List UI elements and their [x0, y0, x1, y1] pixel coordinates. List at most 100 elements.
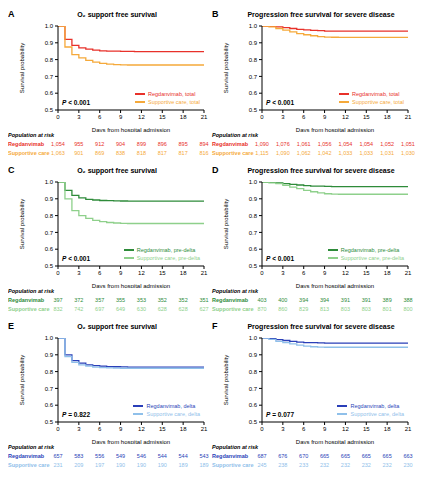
svg-text:0.6: 0.6	[249, 90, 258, 96]
svg-text:1.0: 1.0	[249, 23, 258, 29]
svg-text:9: 9	[119, 114, 123, 120]
svg-text:18: 18	[384, 426, 391, 432]
svg-text:9: 9	[323, 426, 327, 432]
svg-text:12: 12	[342, 114, 349, 120]
svg-text:0.6: 0.6	[45, 90, 54, 96]
svg-text:0.9: 0.9	[45, 352, 54, 358]
svg-text:6: 6	[302, 426, 306, 432]
svg-text:0: 0	[56, 426, 60, 432]
svg-text:0.6: 0.6	[249, 402, 258, 408]
svg-text:15: 15	[159, 114, 166, 120]
svg-text:0.7: 0.7	[249, 74, 258, 80]
svg-text:0.7: 0.7	[249, 386, 258, 392]
svg-text:0.9: 0.9	[45, 40, 54, 46]
svg-text:15: 15	[363, 114, 370, 120]
svg-text:0.7: 0.7	[45, 74, 54, 80]
svg-text:0.9: 0.9	[249, 40, 258, 46]
svg-text:Survival probability: Survival probability	[19, 43, 25, 93]
svg-text:18: 18	[180, 270, 187, 276]
svg-text:0.8: 0.8	[45, 57, 54, 63]
svg-text:0.9: 0.9	[45, 196, 54, 202]
svg-text:1.0: 1.0	[45, 23, 54, 29]
svg-text:6: 6	[98, 114, 102, 120]
svg-text:0: 0	[260, 114, 264, 120]
svg-text:12: 12	[138, 426, 145, 432]
svg-text:0.6: 0.6	[249, 246, 258, 252]
svg-text:0.5: 0.5	[45, 419, 54, 425]
svg-text:9: 9	[323, 114, 327, 120]
html-text:Progression free survival for: Progression free survival for severe dis…	[247, 10, 395, 18]
html-text:O₂ support free survival: O₂ support free survival	[77, 10, 157, 18]
svg-text:Survival probability: Survival probability	[19, 355, 25, 405]
svg-text:3: 3	[77, 426, 81, 432]
svg-text:6: 6	[98, 426, 102, 432]
svg-text:Days from hospital admission: Days from hospital admission	[92, 283, 170, 288]
svg-text:9: 9	[119, 426, 123, 432]
svg-text:0.6: 0.6	[45, 402, 54, 408]
svg-text:0.5: 0.5	[249, 107, 258, 113]
svg-text:0.8: 0.8	[45, 369, 54, 375]
svg-text:6: 6	[302, 114, 306, 120]
svg-text:18: 18	[384, 114, 391, 120]
svg-text:0: 0	[260, 426, 264, 432]
svg-text:0.8: 0.8	[45, 213, 54, 219]
svg-text:Days from hospital admission: Days from hospital admission	[296, 283, 374, 288]
svg-text:Days from hospital admission: Days from hospital admission	[92, 127, 170, 132]
svg-text:0.6: 0.6	[45, 246, 54, 252]
svg-text:9: 9	[323, 270, 327, 276]
svg-text:21: 21	[405, 114, 412, 120]
svg-text:0.5: 0.5	[45, 263, 54, 269]
svg-text:12: 12	[138, 270, 145, 276]
svg-text:3: 3	[77, 270, 81, 276]
svg-text:Survival probability: Survival probability	[223, 355, 229, 405]
svg-text:0.5: 0.5	[249, 419, 258, 425]
svg-text:Days from hospital admission: Days from hospital admission	[296, 439, 374, 444]
svg-text:3: 3	[281, 270, 285, 276]
svg-text:12: 12	[342, 270, 349, 276]
svg-text:0.5: 0.5	[249, 263, 258, 269]
svg-text:1.0: 1.0	[249, 335, 258, 341]
svg-text:3: 3	[281, 426, 285, 432]
svg-text:21: 21	[405, 426, 412, 432]
svg-text:6: 6	[302, 270, 306, 276]
svg-text:12: 12	[138, 114, 145, 120]
svg-text:1.0: 1.0	[249, 179, 258, 185]
svg-text:0: 0	[56, 270, 60, 276]
svg-text:18: 18	[180, 426, 187, 432]
svg-text:0.7: 0.7	[249, 230, 258, 236]
svg-text:0.7: 0.7	[45, 386, 54, 392]
svg-text:0.7: 0.7	[45, 230, 54, 236]
svg-text:0.9: 0.9	[249, 352, 258, 358]
svg-text:0.8: 0.8	[249, 213, 258, 219]
svg-text:Days from hospital admission: Days from hospital admission	[92, 439, 170, 444]
svg-text:Survival probability: Survival probability	[19, 199, 25, 249]
svg-text:18: 18	[384, 270, 391, 276]
svg-text:3: 3	[77, 114, 81, 120]
svg-text:0.5: 0.5	[45, 107, 54, 113]
svg-text:21: 21	[201, 114, 208, 120]
svg-text:3: 3	[281, 114, 285, 120]
svg-text:0.8: 0.8	[249, 57, 258, 63]
svg-text:18: 18	[180, 114, 187, 120]
svg-text:1.0: 1.0	[45, 335, 54, 341]
svg-text:21: 21	[201, 270, 208, 276]
svg-text:15: 15	[363, 426, 370, 432]
svg-text:15: 15	[159, 426, 166, 432]
svg-text:21: 21	[201, 426, 208, 432]
svg-text:0.8: 0.8	[249, 369, 258, 375]
svg-text:1.0: 1.0	[45, 179, 54, 185]
svg-text:Survival probability: Survival probability	[223, 199, 229, 249]
svg-text:6: 6	[98, 270, 102, 276]
svg-text:0: 0	[56, 114, 60, 120]
svg-text:0.9: 0.9	[249, 196, 258, 202]
svg-text:12: 12	[342, 426, 349, 432]
svg-text:15: 15	[159, 270, 166, 276]
svg-text:Days from hospital admission: Days from hospital admission	[296, 127, 374, 132]
svg-text:15: 15	[363, 270, 370, 276]
svg-text:0: 0	[260, 270, 264, 276]
html-text:O₂ support free survival: O₂ support free survival	[77, 166, 157, 174]
svg-text:Survival probability: Survival probability	[223, 43, 229, 93]
svg-text:9: 9	[119, 270, 123, 276]
html-text:Progression free survival for: Progression free survival for severe dis…	[247, 166, 395, 174]
svg-text:21: 21	[405, 270, 412, 276]
